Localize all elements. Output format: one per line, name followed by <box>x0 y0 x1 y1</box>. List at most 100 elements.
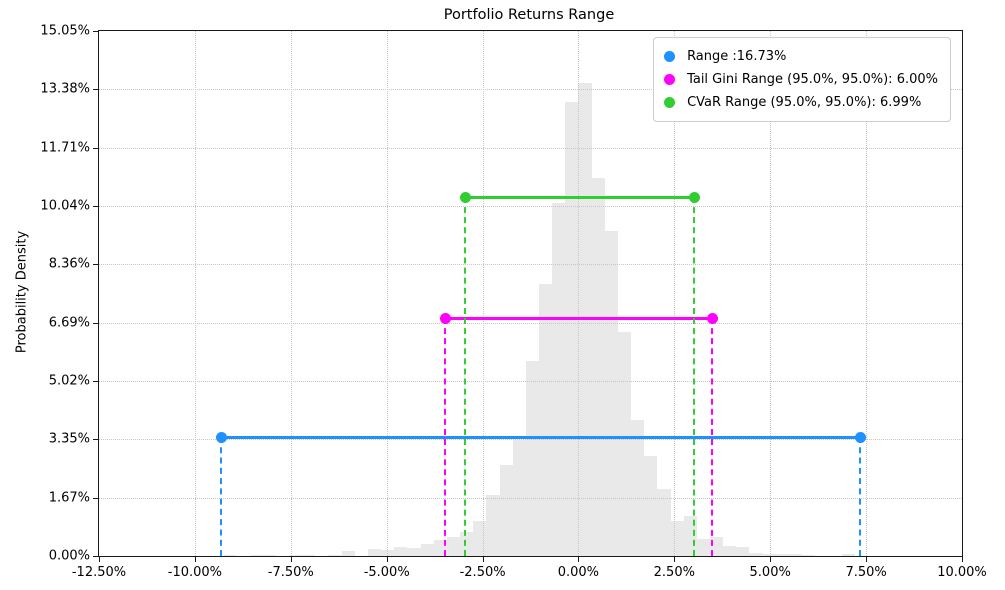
cvar-range-start-dropline <box>464 197 467 556</box>
y-tick-mark <box>93 497 98 499</box>
x-tick-mark <box>99 557 100 562</box>
histogram-bar <box>499 465 513 556</box>
x-tick-mark <box>290 557 292 562</box>
x-tick-label: -7.50% <box>267 565 314 580</box>
x-tick-label: -10.00% <box>167 565 223 580</box>
range-end-dropline <box>859 437 862 556</box>
y-tick-mark <box>93 89 98 91</box>
y-tick-mark <box>93 206 98 207</box>
vertical-gridline <box>866 31 868 556</box>
histogram-bar <box>644 456 658 556</box>
y-tick-mark <box>93 439 98 441</box>
cvar-range-end-dropline <box>693 197 696 556</box>
histogram-bar <box>775 554 789 556</box>
range-start-marker <box>215 431 227 443</box>
y-axis-label: Probability Density <box>14 230 30 354</box>
histogram-bar <box>460 531 474 556</box>
y-tick-label: 5.02% <box>48 373 90 389</box>
histogram-bar <box>446 536 461 556</box>
x-tick-label: 5.00% <box>749 565 791 580</box>
histogram-bar <box>394 547 408 556</box>
histogram-bar <box>420 544 434 556</box>
tail-gini-range-end-marker <box>706 312 718 324</box>
x-tick-mark <box>866 557 868 562</box>
circle-icon <box>664 74 676 85</box>
range-line <box>221 435 861 439</box>
histogram-bar <box>723 545 737 556</box>
vertical-gridline <box>386 31 388 556</box>
x-tick-mark <box>770 557 772 562</box>
histogram-bar <box>696 538 710 556</box>
tail-gini-range-start-marker <box>439 312 451 324</box>
y-tick-label: 11.71% <box>40 140 90 156</box>
chart-title: Portfolio Returns Range <box>443 7 615 23</box>
histogram-bar <box>591 177 605 556</box>
histogram-bar <box>631 419 645 556</box>
histogram-bar <box>407 547 421 556</box>
y-tick-mark <box>93 264 98 266</box>
legend-item-label: CVaR Range (95.0%, 95.0%): 6.99% <box>687 95 922 110</box>
y-tick-mark <box>93 31 98 32</box>
legend-item-label: Tail Gini Range (95.0%, 95.0%): 6.00% <box>687 72 938 87</box>
x-tick-mark <box>194 557 196 562</box>
histogram-bar <box>223 554 237 556</box>
histogram-bar <box>486 495 500 556</box>
y-tick-label: 15.05% <box>40 23 90 39</box>
histogram-bar <box>473 521 487 556</box>
cvar-range-end-marker <box>688 191 700 203</box>
histogram-bar <box>552 203 566 556</box>
horizontal-gridline <box>99 147 962 149</box>
histogram-bar <box>249 554 263 556</box>
y-tick-mark <box>93 381 98 382</box>
vertical-gridline <box>194 31 196 556</box>
x-tick-mark <box>482 557 484 562</box>
histogram-bar <box>736 547 750 556</box>
histogram-bar <box>762 553 776 556</box>
y-tick-mark <box>93 556 98 557</box>
legend-item: Tail Gini Range (95.0%, 95.0%): 6.00% <box>664 68 938 91</box>
legend-item: Range :16.73% <box>664 45 938 68</box>
histogram-bar <box>788 554 803 556</box>
histogram-bar <box>525 360 539 556</box>
x-tick-label: 0.00% <box>557 565 600 580</box>
y-tick-mark <box>93 322 98 324</box>
horizontal-gridline <box>99 206 962 207</box>
vertical-gridline <box>482 31 484 556</box>
y-tick-label: 13.38% <box>40 81 90 97</box>
plot-area: -12.50% -10.00% -7.50% -5.00% -2.50% 0.00% 2.5… <box>40 24 986 581</box>
y-tick-label: 8.36% <box>48 256 90 272</box>
y-tick-label: 1.67% <box>48 490 90 506</box>
vertical-gridline <box>578 31 580 556</box>
horizontal-gridline <box>99 497 962 499</box>
x-tick-label: 2.50% <box>653 565 695 580</box>
histogram-bar <box>841 553 855 556</box>
vertical-gridline <box>674 31 676 556</box>
x-tick-label: 10.00% <box>937 565 987 580</box>
y-tick-label: 6.69% <box>48 315 90 331</box>
histogram-bar <box>328 554 342 556</box>
legend-box: Range :16.73% Tail Gini Range (95.0%, 95.… <box>653 37 951 122</box>
tail-gini-range-end-dropline <box>711 318 714 556</box>
y-tick-mark <box>93 147 98 149</box>
cvar-range-line <box>465 195 695 199</box>
x-tick-label: -12.50% <box>71 565 127 580</box>
vertical-gridline <box>290 31 292 556</box>
horizontal-gridline <box>99 439 962 441</box>
histogram-bar <box>657 489 671 556</box>
histogram-bar <box>802 554 816 556</box>
histogram-bar <box>538 283 553 556</box>
legend-item: CVaR Range (95.0%, 95.0%): 6.99% <box>664 91 938 114</box>
histogram-bar <box>433 540 447 556</box>
circle-icon <box>664 97 676 108</box>
y-tick-label: 0.00% <box>48 548 90 564</box>
histogram-bar <box>302 554 316 556</box>
tail-gini-range-start-dropline <box>444 318 447 556</box>
x-tick-mark <box>578 557 580 562</box>
x-tick-mark <box>386 557 388 562</box>
horizontal-gridline <box>99 264 962 266</box>
histogram-bar <box>565 101 579 556</box>
range-start-dropline <box>220 437 223 556</box>
tail-gini-range-line <box>445 316 713 320</box>
x-tick-mark <box>962 557 963 562</box>
